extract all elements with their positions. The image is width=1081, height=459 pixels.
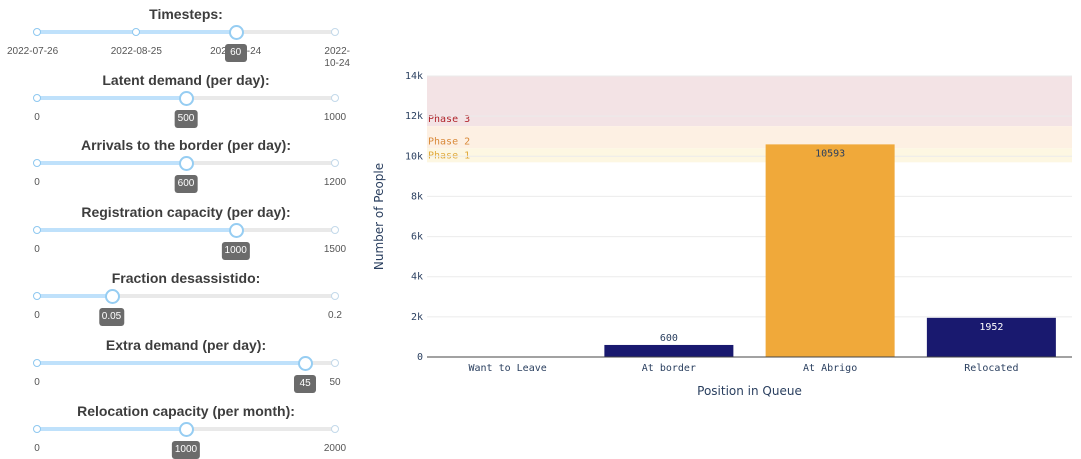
slider-mark-dot[interactable] — [33, 359, 41, 367]
bar-data-label: 600 — [660, 333, 678, 344]
y-tick-label: 10k — [405, 151, 423, 162]
slider-rail[interactable] — [33, 422, 339, 437]
slider-mark-label: 0.2 — [328, 310, 342, 321]
slider-handle[interactable] — [179, 422, 194, 437]
slider-value-tooltip: 1000 — [171, 441, 201, 459]
y-tick-label: 12k — [405, 111, 423, 122]
slider-track — [37, 161, 186, 165]
slider-value-tooltip: 1000 — [221, 242, 250, 260]
slider-6: Relocation capacity (per month): 0 2000 100… — [0, 403, 372, 459]
bar-at-abrigo — [765, 144, 895, 357]
slider-mark-label: 0 — [34, 244, 40, 255]
slider-mark-dot[interactable] — [331, 28, 339, 36]
slider-title: Latent demand (per day): — [102, 72, 270, 88]
queue-chart: Phase 3 Phase 2 Phase 1 0 2k 4k 6k 8k 10k 12k 14k W… — [372, 0, 1081, 458]
x-tick-label: Relocated — [964, 363, 1018, 374]
slider-mark-dot[interactable] — [33, 159, 41, 167]
slider-mark-label: 0 — [34, 177, 40, 188]
slider-mark-label: 2022- 10-24 — [324, 46, 350, 69]
phase-band-1 — [427, 76, 1072, 127]
slider-mark-dot[interactable] — [33, 226, 41, 234]
y-tick-label: 4k — [411, 272, 423, 283]
slider-mark-dot[interactable] — [331, 226, 339, 234]
slider-mark-dot[interactable] — [331, 159, 339, 167]
x-tick-label: Want to Leave — [468, 363, 546, 374]
slider-handle[interactable] — [179, 156, 194, 171]
slider-value-tooltip: 45 — [294, 375, 317, 393]
slider-mark-label: 1200 — [323, 177, 347, 188]
slider-mark-label: 1500 — [323, 244, 347, 255]
slider-rail[interactable] — [33, 356, 339, 371]
phase-label: Phase 2 — [428, 136, 470, 147]
slider-mark-dot[interactable] — [331, 359, 339, 367]
slider-value-tooltip: 500 — [174, 110, 198, 128]
slider-1: Latent demand (per day): 0 1000 500 — [0, 72, 372, 128]
slider-handle[interactable] — [179, 91, 194, 106]
y-tick-label: 0 — [417, 352, 423, 363]
slider-mark-dot[interactable] — [33, 425, 41, 433]
y-tick-label: 14k — [405, 71, 423, 82]
slider-rail[interactable] — [33, 223, 339, 238]
slider-mark-dot[interactable] — [331, 425, 339, 433]
slider-title: Fraction desassistido: — [111, 270, 261, 286]
slider-value-tooltip: 60 — [224, 44, 247, 62]
controls-panel: Timesteps:2022-07-262022-08-252022-09-24… — [0, 0, 372, 459]
slider-mark-label: 0 — [34, 112, 40, 123]
slider-mark-dot[interactable] — [331, 292, 339, 300]
bar-data-label: 1952 — [979, 322, 1003, 333]
slider-mark-dot[interactable] — [33, 292, 41, 300]
slider-title: Registration capacity (per day): — [81, 204, 291, 220]
slider-mark-dot[interactable] — [132, 28, 141, 36]
y-tick-label: 6k — [411, 232, 423, 243]
slider-handle[interactable] — [228, 25, 244, 40]
y-tick-label: 2k — [411, 312, 423, 323]
slider-mark-label: 50 — [329, 377, 341, 388]
slider-title: Relocation capacity (per month): — [77, 403, 295, 419]
slider-rail[interactable] — [33, 91, 339, 106]
slider-track — [37, 294, 112, 298]
slider-title: Extra demand (per day): — [105, 337, 267, 353]
slider-mark-label: 2000 — [323, 443, 347, 454]
slider-handle[interactable] — [298, 356, 314, 371]
y-tick-label: 8k — [411, 191, 423, 202]
x-tick-label: At border — [642, 363, 696, 374]
slider-mark-label: 0 — [34, 310, 40, 321]
slider-2: Arrivals to the border (per day): 0 1200 60… — [0, 137, 372, 193]
slider-value-tooltip: 0.05 — [98, 308, 125, 326]
slider-mark-dot[interactable] — [331, 94, 339, 102]
slider-mark-label: 2022-08-25 — [110, 46, 162, 57]
slider-handle[interactable] — [228, 223, 244, 238]
bar-data-label: 10593 — [815, 148, 845, 159]
slider-handle[interactable] — [104, 289, 120, 304]
x-tick-label: At Abrigo — [803, 363, 857, 374]
slider-track — [37, 228, 236, 232]
slider-mark-label: 0 — [34, 377, 40, 388]
slider-mark-dot[interactable] — [33, 28, 41, 36]
slider-track — [37, 427, 186, 431]
slider-0: Timesteps:2022-07-262022-08-252022-09-24… — [0, 6, 372, 69]
phase-label: Phase 3 — [428, 114, 470, 125]
slider-rail[interactable] — [33, 25, 339, 40]
phase-band-2 — [427, 126, 1072, 149]
slider-title: Timesteps: — [149, 6, 223, 22]
x-axis-title: Position in Queue — [697, 384, 802, 398]
slider-track — [37, 361, 306, 365]
phase-band-3 — [427, 148, 1072, 163]
bar-at-border — [604, 344, 734, 357]
slider-mark-dot[interactable] — [33, 94, 41, 102]
slider-mark-label: 0 — [34, 443, 40, 454]
slider-rail[interactable] — [33, 289, 339, 304]
slider-track — [37, 96, 186, 100]
y-axis-title: Number of People — [372, 163, 386, 270]
slider-mark-label: 2022-07-26 — [7, 46, 59, 57]
slider-5: Extra demand (per day): 0 50 45 — [0, 337, 372, 393]
bar-relocated — [926, 317, 1056, 357]
slider-4: Fraction desassistido: 0 0.2 0.05 — [0, 270, 372, 326]
slider-value-tooltip: 600 — [174, 175, 198, 193]
slider-3: Registration capacity (per day): 0 1500 100… — [0, 204, 372, 260]
slider-title: Arrivals to the border (per day): — [80, 137, 292, 153]
slider-mark-label: 1000 — [323, 112, 347, 123]
slider-rail[interactable] — [33, 156, 339, 171]
